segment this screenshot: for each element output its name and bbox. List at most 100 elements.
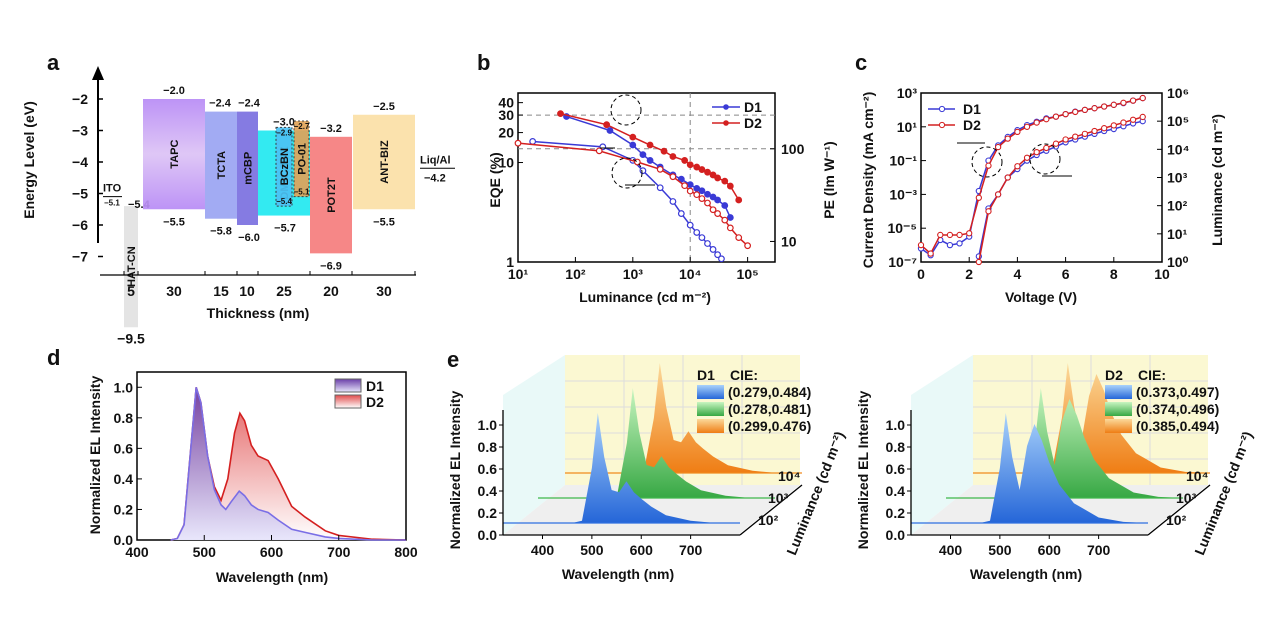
y-tick-label: 0.6 bbox=[114, 440, 134, 456]
y-tick-label: 0.2 bbox=[886, 505, 906, 521]
y2-tick-label: 10⁴ bbox=[1167, 141, 1190, 157]
lumo-label: −2.5 bbox=[373, 101, 395, 113]
x-tick-label: 10⁴ bbox=[679, 266, 702, 282]
panel-label-e: e bbox=[447, 347, 459, 372]
data-point bbox=[714, 251, 721, 259]
annotation-circle bbox=[610, 94, 642, 126]
legend-swatch bbox=[334, 378, 362, 393]
spectrum-10² bbox=[911, 413, 1148, 523]
data-point bbox=[1043, 144, 1050, 152]
y-tick-label: 1.0 bbox=[478, 417, 498, 433]
x-axis-title: Thickness (nm) bbox=[207, 305, 310, 321]
data-point bbox=[726, 224, 734, 232]
y-axis-arrow bbox=[92, 66, 104, 80]
data-point bbox=[698, 195, 706, 202]
layer-tapc bbox=[143, 99, 205, 210]
layer-mcbp bbox=[237, 111, 258, 225]
data-point bbox=[606, 127, 614, 134]
data-point bbox=[669, 153, 677, 160]
electrode-ito-value: −5.1 bbox=[104, 199, 120, 208]
plot-frame bbox=[517, 92, 776, 263]
y-tick-label: 10³ bbox=[897, 85, 918, 101]
data-point bbox=[698, 234, 706, 242]
data-point bbox=[726, 214, 734, 221]
homo-label: −5.7 bbox=[274, 223, 296, 235]
data-point bbox=[1129, 97, 1137, 104]
panel-label-d: d bbox=[47, 345, 60, 370]
lumo-label: −2.9 bbox=[276, 128, 292, 137]
homo-label: −5.5 bbox=[163, 216, 185, 228]
y2-tick-label: 10³ bbox=[1167, 170, 1188, 186]
data-point bbox=[1062, 136, 1069, 143]
x-tick-label: 400 bbox=[531, 542, 555, 558]
x-tick-label: 700 bbox=[327, 544, 351, 560]
series-line-d2-l bbox=[978, 116, 1143, 263]
area-d2 bbox=[170, 387, 406, 540]
legend-cie: (0.299,0.476) bbox=[728, 418, 811, 434]
legend-cie: (0.374,0.496) bbox=[1136, 401, 1219, 417]
data-point bbox=[693, 163, 701, 171]
z-axis bbox=[739, 484, 803, 536]
data-point bbox=[656, 165, 664, 173]
legend-swatch bbox=[1105, 385, 1132, 399]
x-tick-label: 20 bbox=[323, 283, 339, 299]
data-point bbox=[709, 206, 717, 214]
y-tick-label: 0.2 bbox=[114, 501, 134, 517]
x-axis-title: Voltage (V) bbox=[1005, 289, 1077, 305]
data-point bbox=[956, 231, 963, 239]
x-tick-label: 25 bbox=[276, 283, 292, 299]
y-tick-label: −7 bbox=[72, 249, 88, 265]
y2-tick-label: 10⁶ bbox=[1167, 85, 1189, 101]
legend-swatch bbox=[697, 385, 724, 399]
data-point bbox=[639, 151, 647, 159]
data-point bbox=[669, 173, 677, 181]
y-tick-label: 0.4 bbox=[114, 471, 134, 487]
y-tick-label: −2 bbox=[72, 91, 88, 107]
data-point bbox=[709, 193, 717, 201]
z-axis bbox=[1147, 484, 1211, 536]
data-point bbox=[1043, 116, 1050, 123]
lumo-label: −2.4 bbox=[209, 98, 232, 110]
data-point bbox=[714, 210, 721, 217]
x-tick-label: 6 bbox=[1062, 266, 1070, 282]
data-point bbox=[1091, 105, 1098, 112]
data-point bbox=[1052, 113, 1060, 120]
data-point bbox=[744, 242, 752, 250]
data-point bbox=[595, 147, 603, 155]
data-point bbox=[721, 202, 729, 209]
data-point bbox=[1110, 101, 1117, 108]
data-point bbox=[669, 198, 677, 205]
layer-name: TCTA bbox=[216, 151, 228, 180]
data-point bbox=[704, 199, 711, 207]
legend-label: D1 bbox=[366, 378, 384, 394]
data-point bbox=[975, 194, 982, 201]
legend-device: D2 bbox=[1105, 367, 1123, 383]
homo-label: −5.1 bbox=[294, 188, 310, 197]
legend-swatch bbox=[334, 394, 362, 409]
legend-cie: (0.385,0.494) bbox=[1136, 418, 1219, 434]
data-point bbox=[1004, 135, 1011, 142]
data-point bbox=[1120, 99, 1127, 106]
data-point bbox=[709, 171, 717, 179]
y-tick-label: 0.0 bbox=[478, 527, 498, 543]
x-tick-label: 5 bbox=[127, 283, 135, 299]
data-point bbox=[681, 182, 689, 190]
data-point bbox=[660, 147, 668, 155]
layer-name: ANT-BIZ bbox=[379, 140, 391, 184]
z-tick-label: 10² bbox=[758, 512, 779, 528]
y2-tick-label: 10 bbox=[781, 233, 797, 249]
y-tick-label: 40 bbox=[498, 95, 514, 111]
data-point bbox=[946, 241, 954, 249]
data-point bbox=[557, 110, 564, 118]
data-point bbox=[677, 210, 685, 217]
data-point bbox=[718, 255, 725, 263]
y-tick-label: 0.8 bbox=[114, 410, 134, 426]
data-point bbox=[1139, 94, 1146, 102]
data-point bbox=[917, 241, 925, 249]
side-wall bbox=[911, 355, 973, 535]
data-point bbox=[1101, 103, 1108, 110]
layer-po-01 bbox=[293, 120, 310, 198]
y-tick-label: 0.6 bbox=[886, 461, 906, 477]
data-point bbox=[709, 246, 717, 253]
data-point bbox=[686, 187, 694, 195]
